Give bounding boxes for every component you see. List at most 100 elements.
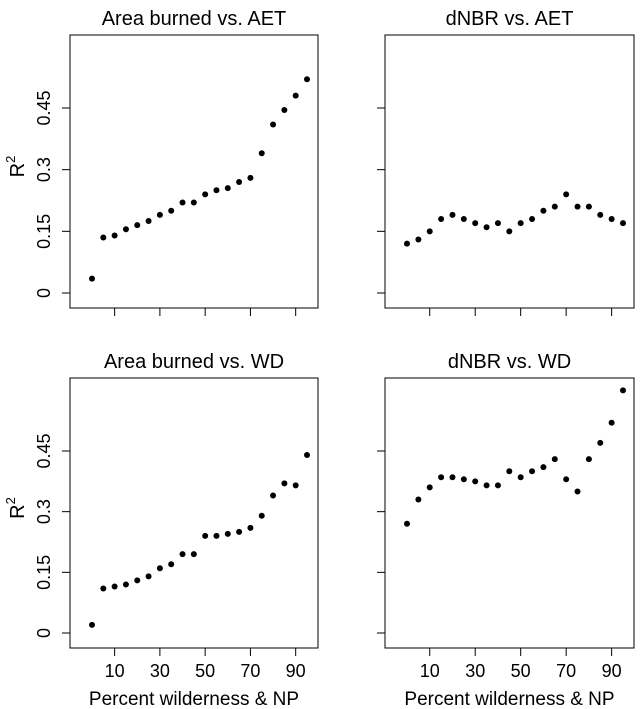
- data-point: [156, 211, 163, 218]
- data-point: [472, 478, 479, 485]
- data-point: [179, 199, 186, 206]
- data-point: [134, 577, 141, 584]
- y-tick-label: 0.15: [34, 555, 54, 590]
- x-tick-label: 70: [240, 661, 260, 681]
- data-point: [179, 551, 186, 558]
- chart-title: Area burned vs. WD: [104, 351, 284, 373]
- data-point: [449, 211, 456, 218]
- x-tick-label: 70: [556, 661, 576, 681]
- data-point: [563, 191, 570, 198]
- plot-frame: [69, 377, 319, 649]
- data-point: [156, 565, 163, 572]
- y-tick-label: 0.45: [34, 433, 54, 468]
- x-tick-label: 10: [105, 661, 125, 681]
- data-point: [460, 476, 467, 483]
- data-point: [608, 216, 615, 222]
- x-tick-label: 10: [420, 661, 440, 681]
- panel-2: dNBR vs. AET: [377, 8, 635, 316]
- data-point: [517, 474, 524, 481]
- data-point: [472, 220, 479, 227]
- data-point: [551, 203, 558, 210]
- data-point: [202, 191, 209, 198]
- plot-frame: [69, 34, 319, 309]
- data-point: [258, 512, 265, 519]
- data-point: [100, 234, 107, 241]
- data-point: [415, 236, 422, 243]
- data-point: [111, 232, 118, 239]
- data-point: [168, 561, 175, 568]
- panel-1: Area burned vs. AET 0 0.15 0.3 0.45 R2: [3, 8, 319, 316]
- data-point: [111, 583, 118, 590]
- data-point: [190, 199, 197, 206]
- data-point: [89, 275, 95, 282]
- data-point: [270, 121, 277, 128]
- chart-title: dNBR vs. WD: [448, 351, 571, 373]
- y-tick-label: 0.15: [34, 214, 54, 249]
- x-tick-label: 90: [602, 661, 622, 681]
- data-point: [494, 220, 501, 227]
- data-point: [404, 240, 410, 247]
- data-point: [540, 464, 547, 471]
- data-point: [122, 581, 129, 588]
- data-point: [213, 532, 220, 539]
- data-point: [438, 474, 445, 481]
- data-point: [483, 482, 490, 489]
- data-point: [529, 468, 536, 475]
- data-point: [292, 482, 299, 489]
- data-point: [574, 488, 581, 495]
- data-point: [597, 211, 604, 218]
- data-point: [585, 203, 592, 210]
- y-axis-label: R2: [3, 156, 29, 178]
- data-point: [574, 203, 581, 210]
- data-point: [190, 551, 197, 558]
- data-point: [304, 452, 310, 459]
- data-point: [426, 484, 433, 491]
- data-point: [304, 76, 310, 83]
- data-point: [483, 224, 490, 231]
- data-point: [620, 387, 626, 394]
- data-point: [145, 573, 152, 580]
- data-point: [202, 532, 209, 539]
- data-point: [292, 92, 299, 99]
- data-point: [494, 482, 501, 489]
- y-tick-label: 0: [34, 288, 54, 298]
- data-point: [415, 496, 422, 503]
- data-point: [551, 456, 558, 463]
- x-tick-label: 30: [150, 661, 170, 681]
- data-point: [100, 585, 107, 592]
- data-point: [281, 107, 288, 114]
- x-tick-label: 50: [195, 661, 215, 681]
- data-point: [460, 216, 467, 222]
- plot-frame: [384, 377, 635, 649]
- data-point: [585, 456, 592, 463]
- data-point: [168, 207, 175, 214]
- data-point: [236, 179, 243, 185]
- data-point: [281, 480, 288, 487]
- chart-title: Area burned vs. AET: [102, 8, 287, 30]
- data-point: [258, 150, 265, 157]
- data-point: [597, 439, 604, 446]
- panel-4: dNBR vs. WD 10 30 50 70 90 Percent wilderness …: [377, 351, 635, 709]
- data-point: [449, 474, 456, 481]
- data-point: [506, 468, 513, 475]
- y-tick-label: 0.3: [34, 157, 54, 182]
- plot-frame: [384, 34, 635, 309]
- x-tick-label: 30: [465, 661, 485, 681]
- data-point: [89, 621, 95, 628]
- data-point: [224, 530, 231, 537]
- chart-title: dNBR vs. AET: [446, 8, 574, 30]
- data-point: [620, 220, 626, 227]
- y-tick-label: 0: [34, 628, 54, 638]
- data-point: [145, 218, 152, 225]
- data-point: [404, 520, 410, 527]
- y-tick-label: 0.3: [34, 499, 54, 524]
- data-point: [247, 174, 254, 181]
- data-point: [224, 185, 231, 192]
- y-axis-label: R2: [3, 497, 29, 519]
- data-point: [608, 419, 615, 426]
- data-point: [134, 222, 141, 229]
- data-point: [506, 228, 513, 235]
- data-point: [122, 226, 129, 233]
- data-point: [270, 492, 277, 499]
